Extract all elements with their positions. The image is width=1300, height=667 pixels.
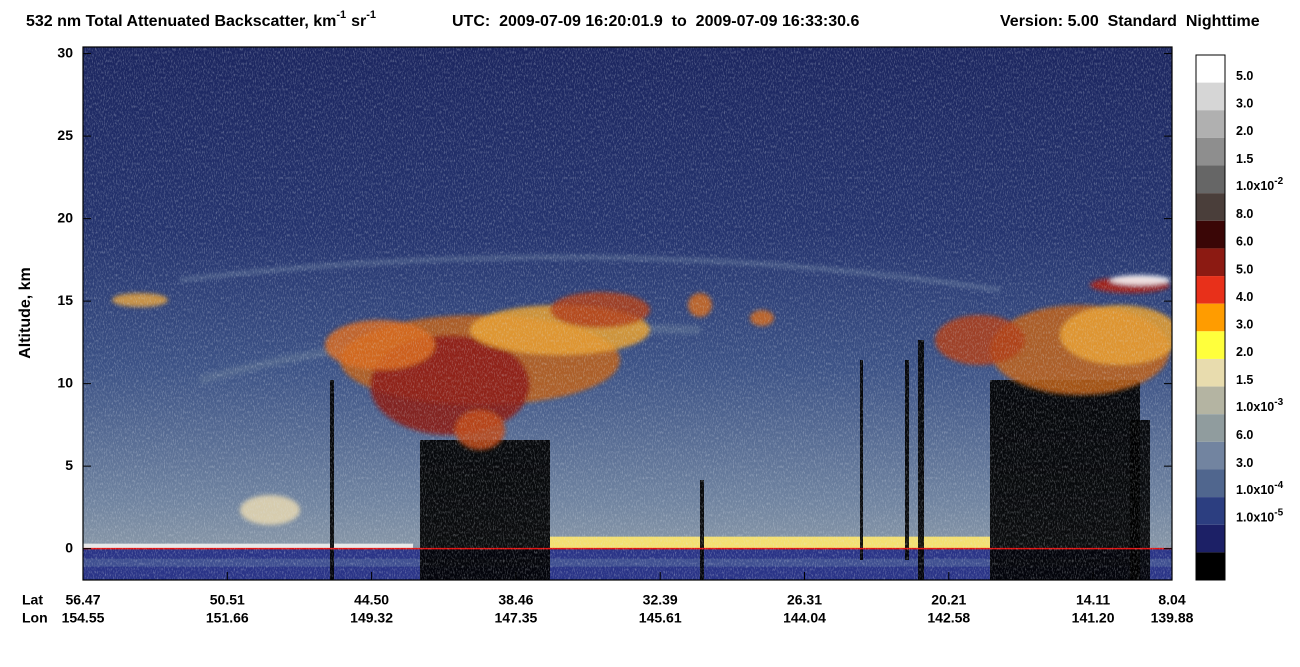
colorbar-label: 1.0x10-2 [1236, 176, 1284, 194]
colorbar-frame [1195, 54, 1226, 581]
colorbar-swatch [1196, 386, 1225, 415]
colorbar-label: 1.5 [1236, 152, 1253, 166]
chart-title: 532 nm Total Attenuated Backscatter, km-… [26, 9, 376, 30]
title-unit: sr [351, 13, 366, 30]
colorbar-swatch [1196, 552, 1225, 580]
colorbar-label-exp: -2 [1274, 176, 1283, 187]
backscatter-image [83, 47, 1172, 580]
title-text: 532 nm Total Attenuated Backscatter, km [26, 13, 336, 30]
lon-label: 145.61 [639, 610, 682, 626]
colorbar-label-base: 1.0x10 [1236, 483, 1274, 497]
x-row-label: Lat [22, 592, 43, 608]
colorbar-swatch [1196, 82, 1225, 111]
lon-label: 154.55 [62, 610, 105, 626]
colorbar-label: 3.0 [1236, 456, 1253, 470]
y-tick-label: 5 [65, 457, 73, 473]
lat-label: 14.11 [1076, 592, 1110, 608]
lat-label: 26.31 [787, 592, 822, 608]
colorbar-label-base: 1.0x10 [1236, 179, 1274, 193]
colorbar-swatch [1196, 331, 1225, 359]
colorbar-swatch [1196, 165, 1225, 194]
colorbar-swatch [1196, 137, 1225, 166]
colorbar-label-exp: -5 [1274, 507, 1283, 518]
colorbar-swatch [1196, 441, 1225, 470]
x-row-label: Lon [22, 610, 48, 626]
colorbar-swatch [1196, 303, 1225, 332]
y-tick-label: 30 [57, 44, 73, 60]
colorbar-label: 3.0 [1236, 97, 1253, 111]
colorbar-swatch [1196, 110, 1225, 138]
colorbar-label: 2.0 [1236, 345, 1253, 359]
colorbar-label: 6.0 [1236, 235, 1253, 249]
colorbar-swatch [1196, 524, 1225, 553]
lat-label: 8.04 [1158, 592, 1185, 608]
colorbar-swatch [1196, 248, 1225, 277]
lat-label: 50.51 [210, 592, 245, 608]
colorbar-label: 6.0 [1236, 428, 1253, 442]
lon-label: 141.20 [1072, 610, 1115, 626]
lon-label: 142.58 [927, 610, 970, 626]
colorbar-swatch [1196, 469, 1225, 498]
colorbar-label-base: 1.0x10 [1236, 511, 1274, 525]
y-tick-label: 20 [57, 209, 73, 225]
colorbar-label: 5.0 [1236, 69, 1253, 83]
noise [83, 47, 1172, 580]
colorbar-label: 5.0 [1236, 262, 1253, 276]
colorbar-swatch [1196, 414, 1225, 442]
lat-label: 38.46 [498, 592, 533, 608]
colorbar-swatch [1196, 497, 1225, 525]
y-axis-label: Altitude, km [17, 267, 34, 359]
y-tick-label: 10 [57, 374, 73, 390]
colorbar-label-exp: -4 [1274, 480, 1283, 491]
y-tick-label: 0 [65, 539, 73, 555]
lon-label: 144.04 [783, 610, 826, 626]
title-exponent: -1 [336, 9, 346, 21]
colorbar-swatch [1196, 193, 1225, 221]
lat-label: 44.50 [354, 592, 389, 608]
version: Version: 5.00 Standard Nighttime [1000, 13, 1260, 30]
utc-range: UTC: 2009-07-09 16:20:01.9 to 2009-07-09… [452, 13, 859, 30]
lat-label: 56.47 [65, 592, 100, 608]
colorbar-label: 3.0 [1236, 318, 1253, 332]
lat-label: 32.39 [643, 592, 678, 608]
lon-label: 149.32 [350, 610, 393, 626]
lat-label: 20.21 [931, 592, 966, 608]
colorbar-label: 1.0x10-3 [1236, 397, 1284, 415]
lon-label: 151.66 [206, 610, 249, 626]
lon-label: 139.88 [1151, 610, 1194, 626]
title-exponent: -1 [366, 9, 376, 21]
colorbar-label-base: 1.0x10 [1236, 401, 1274, 415]
lon-label: 147.35 [494, 610, 537, 626]
colorbar-swatch [1196, 358, 1225, 387]
colorbar-swatch [1196, 276, 1225, 304]
colorbar-swatch [1196, 55, 1225, 83]
colorbar-label: 8.0 [1236, 207, 1253, 221]
colorbar-label: 1.5 [1236, 373, 1253, 387]
y-tick-label: 15 [57, 292, 73, 308]
colorbar-label: 1.0x10-4 [1236, 480, 1284, 498]
y-tick-label: 25 [57, 127, 73, 143]
colorbar-label-exp: -3 [1274, 397, 1283, 408]
colorbar-swatch [1196, 220, 1225, 249]
colorbar-label: 2.0 [1236, 124, 1253, 138]
colorbar-label: 4.0 [1236, 290, 1253, 304]
colorbar-label: 1.0x10-5 [1236, 507, 1284, 525]
plot-frame [82, 46, 1173, 581]
